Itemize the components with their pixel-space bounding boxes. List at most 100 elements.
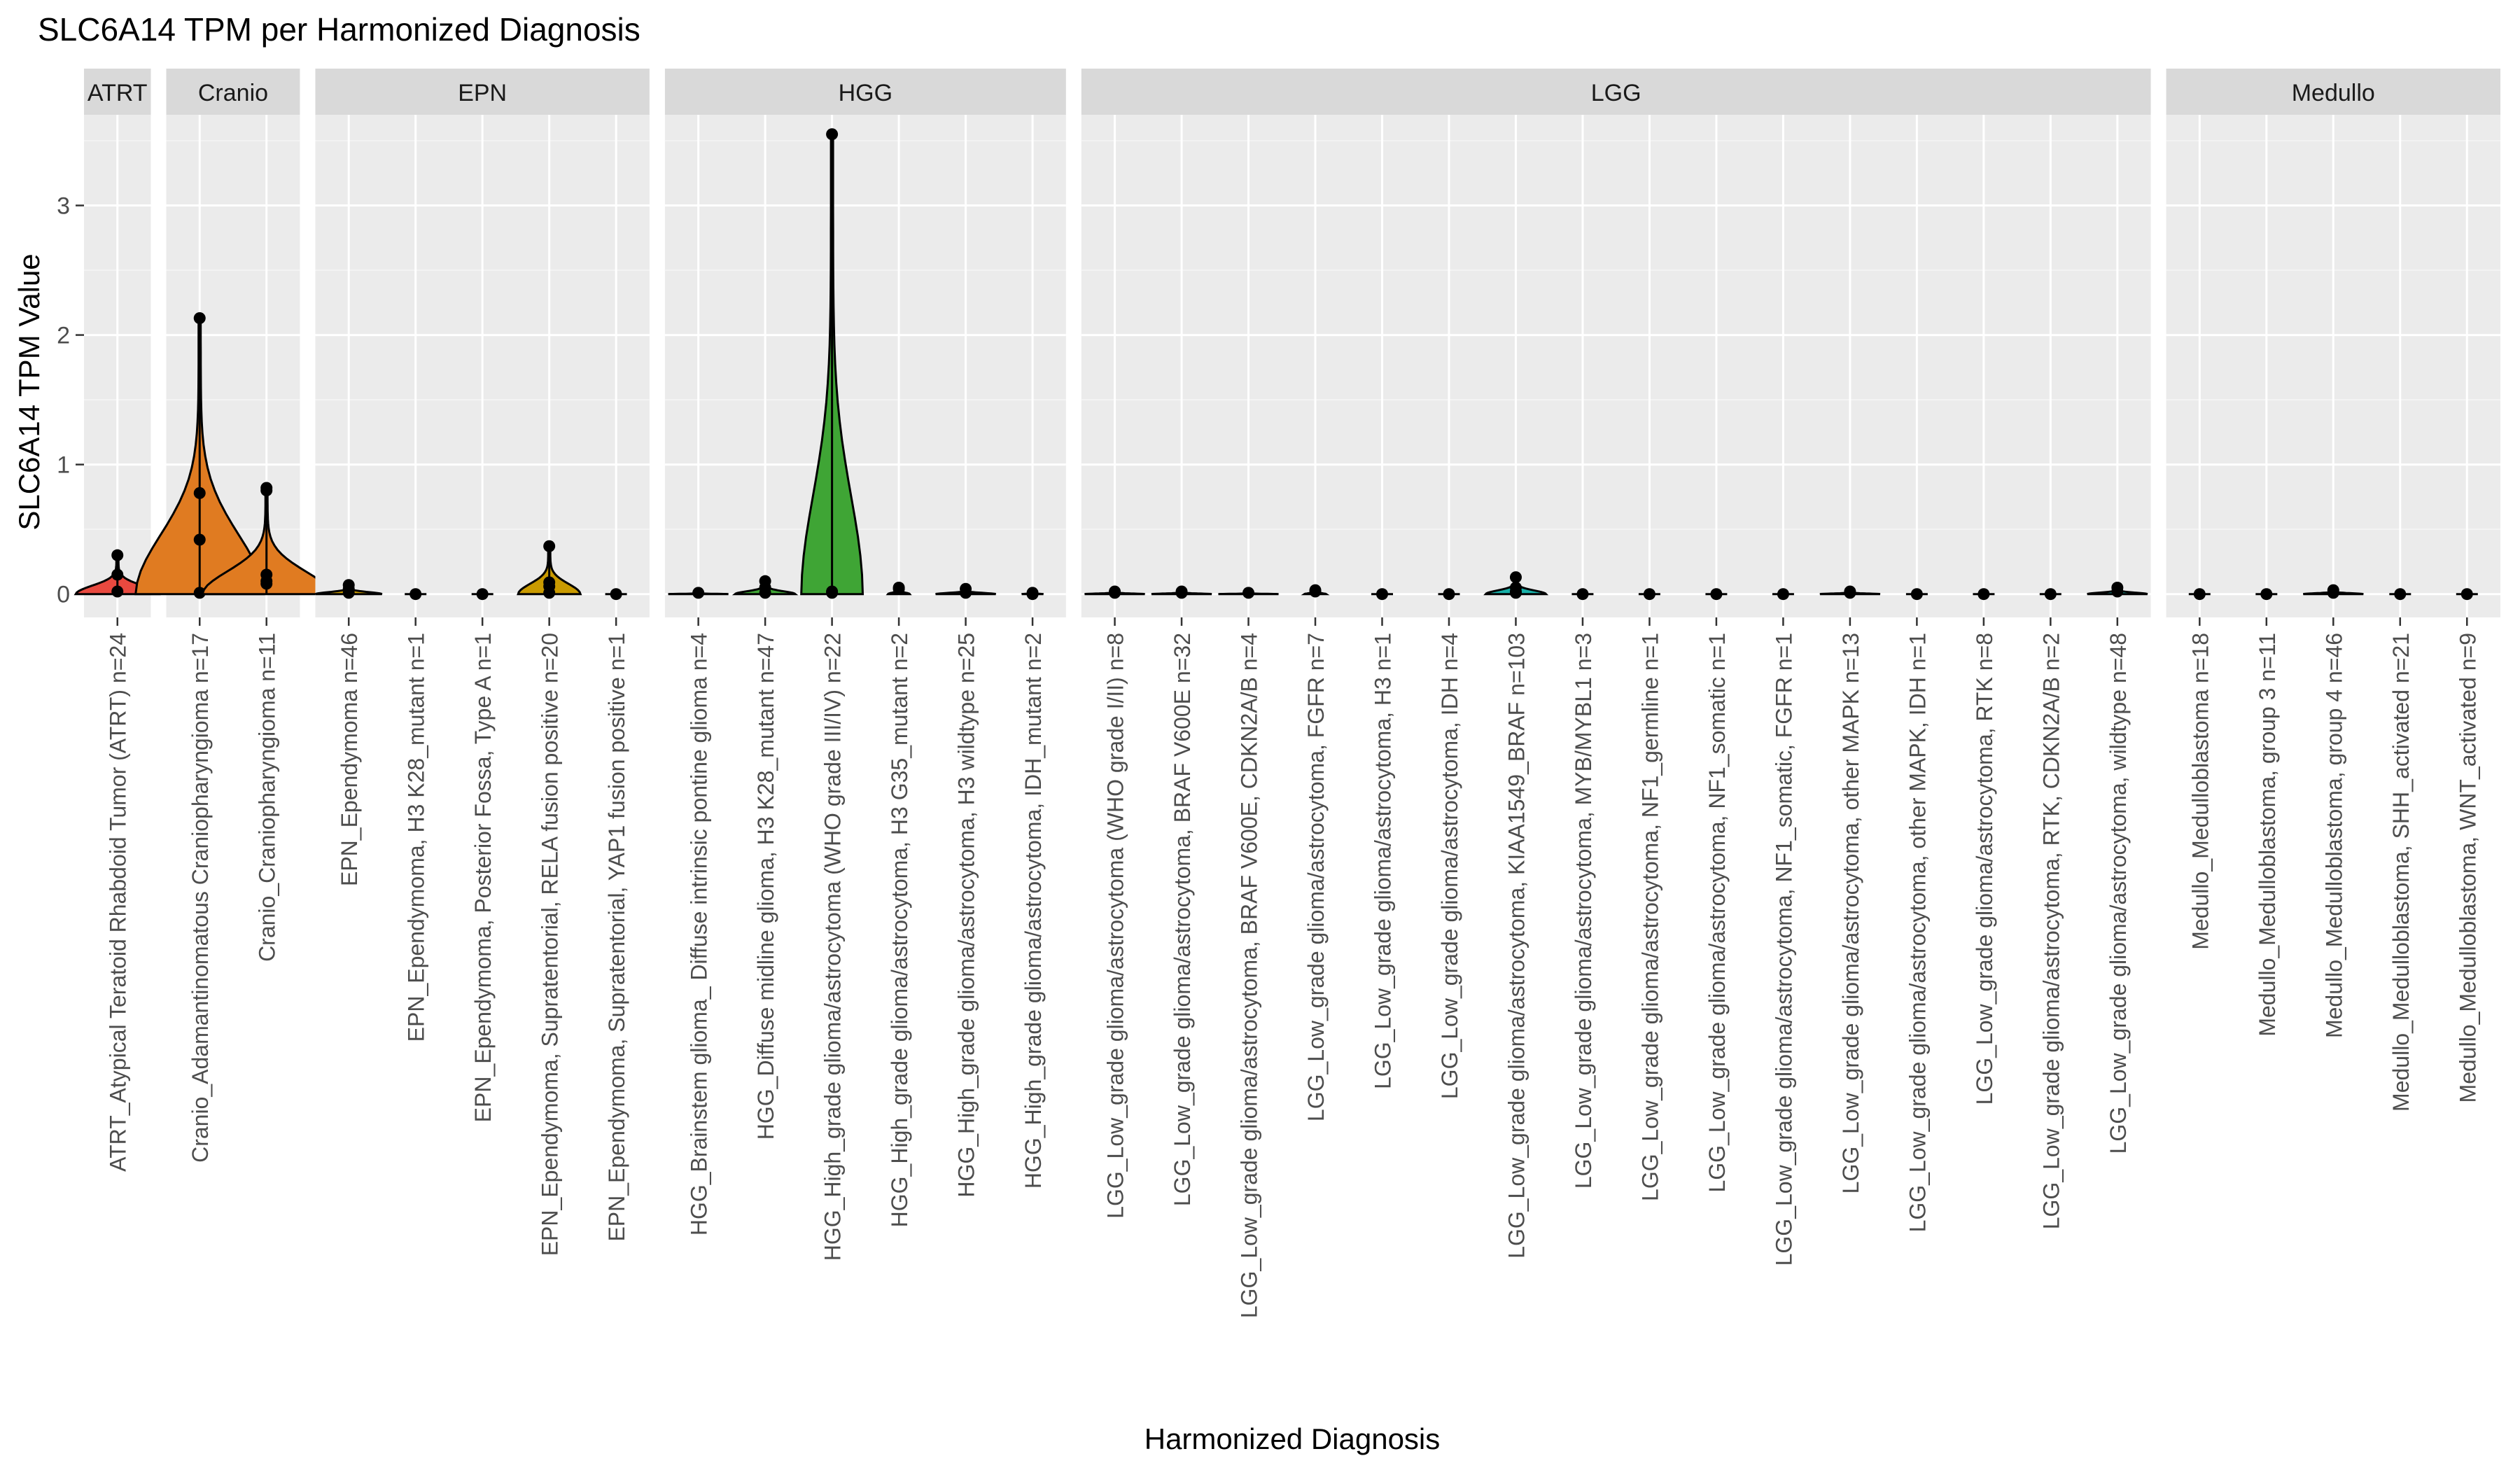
x-tick-label: LGG_Low_grade glioma/astrocytoma, RTK n=… [1972, 633, 1997, 1105]
x-tick-label: LGG_Low_grade glioma/astrocytoma, NF1_so… [1704, 633, 1730, 1193]
x-tick-label: LGG_Low_grade glioma/astrocytoma, BRAF V… [1170, 633, 1195, 1206]
y-axis-label: SLC6A14 TPM Value [13, 253, 46, 530]
facet-medullo: Medullo Medullo_Medulloblastoma n=18 Medul… [2166, 69, 2500, 1112]
data-point [826, 128, 839, 141]
data-point [1509, 587, 1522, 599]
y-tick-label: 0 [57, 582, 70, 608]
x-tick-label: HGG_High_grade glioma/astrocytoma, H3 wi… [954, 633, 979, 1198]
data-point [1376, 588, 1388, 601]
data-point [960, 587, 972, 599]
data-point [759, 587, 771, 599]
data-point [1443, 588, 1455, 601]
data-point [826, 587, 839, 599]
x-tick-label: LGG_Low_grade glioma/astrocytoma, FGFR n… [1303, 633, 1329, 1121]
x-tick-label: LGG_Low_grade glioma/astrocytoma, H3 n=1 [1370, 633, 1395, 1089]
x-tick-label: LGG_Low_grade glioma/astrocytoma, KIAA15… [1504, 633, 1529, 1259]
data-point [342, 587, 355, 599]
data-point [1844, 587, 1856, 599]
x-tick-label: EPN_Ependymoma, H3 K28_mutant n=1 [404, 633, 429, 1042]
facet-epn: EPN EPN_Ependymoma n=46 EPN_Ependymoma, H3… [315, 69, 650, 1256]
data-point [260, 484, 273, 497]
data-point [410, 588, 422, 601]
x-tick-label: Cranio_Craniopharyngioma n=11 [255, 633, 280, 962]
facet-cranio: Cranio Cranio_Adamantinomatous Craniophar… [134, 69, 332, 1163]
x-tick-label: LGG_Low_grade glioma/astrocytoma, wildty… [2106, 633, 2131, 1154]
facet-strip [315, 69, 650, 115]
data-point [2327, 587, 2339, 599]
data-point [892, 582, 905, 595]
data-point [111, 549, 124, 561]
facet-strip-label: HGG [839, 80, 892, 106]
x-tick-label: LGG_Low_grade glioma/astrocytoma, other … [1838, 633, 1863, 1194]
x-tick-label: LGG_Low_grade glioma/astrocytoma, NF1_so… [1771, 633, 1796, 1266]
x-axis-label: Harmonized Diagnosis [1144, 1422, 1441, 1455]
data-point [1710, 588, 1723, 601]
y-tick-label: 3 [57, 193, 70, 220]
data-point [2111, 585, 2124, 598]
data-point [1977, 588, 1990, 601]
panel-background [1081, 115, 2151, 617]
x-tick-label: LGG_Low_grade glioma/astrocytoma (WHO gr… [1103, 633, 1128, 1219]
x-tick-label: ATRT_Atypical Teratoid Rhabdoid Tumor (A… [106, 633, 131, 1172]
data-point [193, 533, 206, 546]
x-tick-label: Medullo_Medulloblastoma, SHH_activated n… [2388, 633, 2414, 1112]
data-point [1175, 587, 1188, 599]
x-tick-label: Medullo_Medulloblastoma, group 4 n=46 [2321, 633, 2346, 1038]
y-tick-labels: 0 1 2 3 [57, 193, 84, 608]
data-point [193, 486, 206, 499]
data-point [2260, 588, 2273, 601]
x-tick-label: EPN_Ependymoma, Posterior Fossa, Type A … [470, 633, 496, 1122]
panel-background [664, 115, 1066, 617]
data-point [2044, 588, 2057, 601]
data-point [1576, 588, 1589, 601]
data-point [610, 588, 622, 601]
data-point [260, 578, 273, 590]
x-tick-label: Medullo_Medulloblastoma n=18 [2188, 633, 2213, 950]
x-tick-label: HGG_High_grade glioma/astrocytoma, IDH_m… [1021, 633, 1046, 1189]
x-tick-label: EPN_Ependymoma n=46 [337, 633, 362, 886]
facet-strip-label: ATRT [88, 80, 148, 106]
data-point [2193, 588, 2206, 601]
x-tick-label: EPN_Ependymoma, Supratentorial, RELA fus… [538, 633, 563, 1256]
data-point [1109, 587, 1121, 599]
x-tick-label: Medullo_Medulloblastoma, WNT_activated n… [2455, 633, 2480, 1102]
facet-strip [664, 69, 1066, 115]
facet-hgg: HGG HGG_Brainstem glioma_ Diffuse intrins… [664, 69, 1066, 1261]
y-tick-label: 2 [57, 323, 70, 349]
facet-panels: ATRT ATRT_Atypical Teratoid Rhabdoid Tumo… [74, 69, 2500, 1318]
facet-strip [166, 69, 300, 115]
y-tick-label: 1 [57, 452, 70, 479]
x-tick-label: LGG_Low_grade glioma/astrocytoma, MYB/MY… [1571, 633, 1596, 1189]
x-tick-label: HGG_Brainstem glioma_ Diffuse intrinsic … [687, 633, 712, 1236]
data-point [2394, 588, 2407, 601]
x-tick-label: EPN_Ependymoma, Supratentorial, YAP1 fus… [604, 633, 629, 1242]
data-point [543, 587, 556, 599]
data-point [111, 585, 124, 598]
data-point [692, 587, 705, 599]
data-point [2460, 588, 2473, 601]
data-point [1643, 588, 1656, 601]
facet-atrt: ATRT ATRT_Atypical Teratoid Rhabdoid Tumo… [74, 69, 161, 1172]
data-point [193, 312, 206, 325]
facet-strip-label: Medullo [2292, 80, 2375, 106]
data-point [1777, 588, 1789, 601]
facet-strip-label: Cranio [198, 80, 268, 106]
x-tick-label: LGG_Low_grade glioma/astrocytoma, NF1_ge… [1637, 633, 1662, 1201]
x-tick-label: HGG_High_grade glioma/astrocytoma, H3 G3… [887, 633, 912, 1227]
facet-strip [84, 69, 151, 115]
x-tick-label: HGG_Diffuse midline glioma, H3 K28_mutan… [753, 633, 778, 1140]
chart-title: SLC6A14 TPM per Harmonized Diagnosis [38, 11, 640, 48]
x-tick-label: Medullo_Medulloblastoma, group 3 n=11 [2255, 633, 2280, 1037]
facet-strip [1081, 69, 2151, 115]
data-point [1309, 585, 1322, 598]
data-point [476, 588, 489, 601]
x-tick-label: Cranio_Adamantinomatous Craniopharyngiom… [188, 633, 213, 1163]
data-point [1910, 588, 1923, 601]
x-tick-label: LGG_Low_grade glioma/astrocytoma, IDH n=… [1437, 633, 1462, 1099]
data-point [193, 587, 206, 599]
data-point [1509, 571, 1522, 584]
facet-lgg: LGG LGG_Low_grade glioma/astrocytoma (WHO… [1081, 69, 2151, 1318]
x-tick-label: HGG_High_grade glioma/astrocytoma (WHO g… [820, 633, 846, 1261]
data-point [1026, 588, 1039, 601]
